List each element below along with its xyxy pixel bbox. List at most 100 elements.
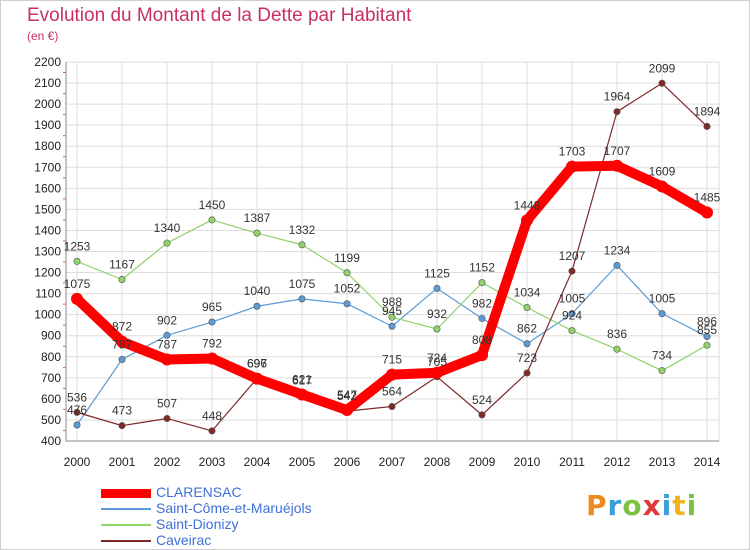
data-label: 1387 [244,211,271,225]
x-tick-label: 2007 [379,455,406,469]
data-point [386,368,398,381]
data-point [163,331,171,339]
logo-letter: P [586,489,608,522]
data-point [388,313,396,321]
data-label: 1052 [334,282,361,296]
data-label: 924 [562,309,582,323]
series-saint-dionizy [73,216,711,375]
data-point [208,427,216,435]
data-label: 945 [382,304,402,318]
data-label: 932 [427,307,447,321]
y-tick-label: 500 [41,413,61,427]
data-point [388,322,396,330]
data-label: 723 [517,351,537,365]
data-label: 1448 [514,198,541,212]
data-label: 1034 [514,286,541,300]
legend-item: Saint-Côme-et-Maruéjols [101,500,401,517]
y-tick-label: 2200 [34,55,61,69]
legend-swatch [101,540,151,542]
y-tick-label: 1500 [34,202,61,216]
data-label: 787 [112,338,132,352]
logo-letter: t [672,489,687,522]
data-point [431,366,443,379]
data-label: 855 [697,323,717,337]
data-label: 1340 [154,221,181,235]
series-clarensac [71,159,713,417]
y-tick-label: 600 [41,392,61,406]
data-point [343,300,351,308]
data-point [206,352,218,365]
data-label: 1199 [334,251,360,265]
data-labels: 476 787 902 965 1040 1075 1052 945 1125 982 862 100… [64,61,721,423]
chart-title: Evolution du Montant de la Dette par Hab… [27,5,412,26]
data-point [208,216,216,224]
data-label: 836 [607,327,627,341]
data-label: 1609 [649,164,676,178]
data-label: 862 [517,322,537,336]
y-tick-label: 400 [41,434,61,448]
series-layer [71,79,713,435]
data-label: 1125 [424,266,450,280]
data-point [253,229,261,237]
logo-letter: o [622,489,643,522]
data-label: 476 [67,403,87,417]
line-chart: 400 500 600 700 800 900 1000 1100 1200 1300 1400 15… [34,55,721,469]
data-point [613,345,621,353]
data-label: 808 [472,333,492,347]
data-point [568,267,576,275]
data-point [658,367,666,375]
data-label: 988 [382,295,402,309]
data-point [568,310,576,318]
legend-label: Saint-Côme-et-Maruéjols [156,500,312,516]
data-label: 1005 [649,292,676,306]
legend-label: Caveirac [156,532,212,548]
x-tick-label: 2004 [244,455,271,469]
data-label: 1075 [64,277,91,291]
data-label: 792 [202,336,222,350]
data-point [476,349,488,362]
data-label: 448 [202,409,222,423]
legend-swatch [101,524,151,526]
data-point [118,276,126,284]
series-saint-come-et-maruejols [73,261,711,429]
data-point [703,333,711,341]
y-tick-label: 1400 [34,223,61,237]
legend-item: Caveirac [101,532,401,549]
data-label: 1485 [694,191,721,205]
data-point [521,214,533,227]
data-point [73,408,81,416]
x-tick-label: 2010 [514,455,541,469]
x-tick-label: 2001 [109,455,136,469]
data-label: 1332 [289,223,316,237]
data-point [73,257,81,265]
data-point [701,206,713,219]
legend-swatch [101,489,151,498]
y-tick-label: 1000 [34,308,61,322]
data-label: 621 [292,372,312,386]
data-point [658,310,666,318]
x-tick-label: 2000 [64,455,91,469]
x-tick-label: 2011 [559,455,585,469]
data-label: 524 [472,393,492,407]
data-point [388,402,396,410]
data-point [613,261,621,269]
data-point [73,421,81,429]
data-point [611,159,623,172]
data-label: 1894 [694,104,721,118]
legend-item: CLARENSAC [101,484,401,501]
data-label: 1964 [604,90,631,104]
proxiti-logo: Proxiti [586,489,697,522]
logo-letter: i [661,489,673,522]
data-label: 1152 [469,261,495,275]
legend-label: CLARENSAC [156,484,242,500]
x-tick-label: 2012 [604,455,631,469]
data-label: 724 [427,351,447,365]
data-point [251,372,263,385]
data-label: 1234 [604,243,631,257]
data-label: 547 [337,388,357,402]
x-tick-label: 2002 [154,455,181,469]
data-point [478,314,486,322]
data-label: 982 [472,296,492,310]
data-label: 1075 [289,277,316,291]
data-point [161,353,173,366]
